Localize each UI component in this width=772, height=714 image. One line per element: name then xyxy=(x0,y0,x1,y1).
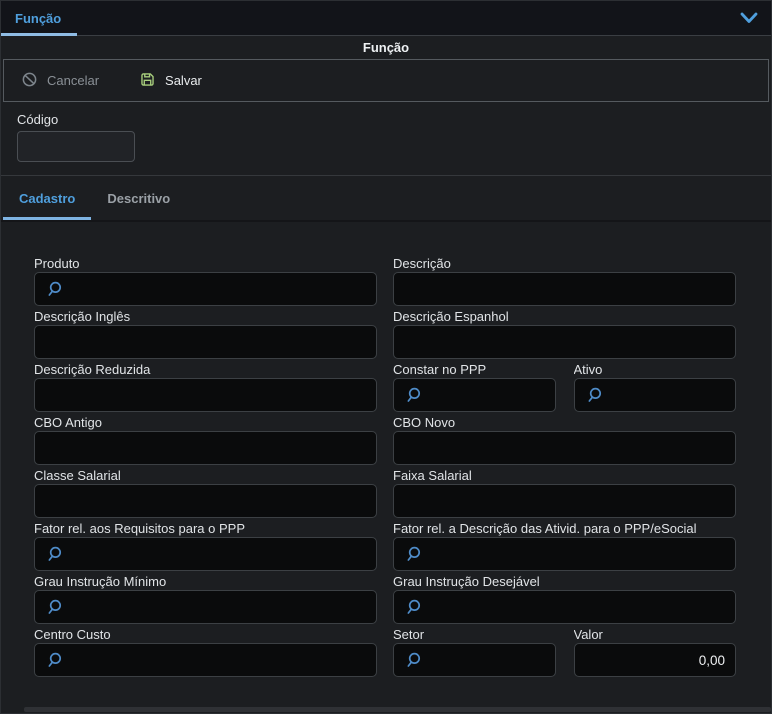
classe-salarial-input[interactable] xyxy=(34,484,377,518)
field-label: Faixa Salarial xyxy=(393,468,472,483)
field-descricao-reduzida: Descrição Reduzida xyxy=(34,361,377,412)
produto-input[interactable] xyxy=(34,272,377,306)
field-label: Valor xyxy=(573,627,603,642)
cbo-antigo-input[interactable] xyxy=(34,431,377,465)
fator-rel-a-descricao-das-ativid-para-o-ppp-esocial-input[interactable] xyxy=(393,537,736,571)
codigo-section: Código xyxy=(1,102,771,176)
field-cbo-novo: CBO Novo xyxy=(393,414,736,465)
field-label: Centro Custo xyxy=(34,627,111,642)
fator-rel-aos-requisitos-para-o-ppp-input[interactable] xyxy=(34,537,377,571)
cancel-button[interactable]: Cancelar xyxy=(21,71,99,91)
field-label: Produto xyxy=(34,256,80,271)
cancel-button-label: Cancelar xyxy=(47,73,100,88)
save-button[interactable]: Salvar xyxy=(139,71,202,91)
field-label: CBO Novo xyxy=(393,415,456,430)
descricao-input[interactable] xyxy=(393,272,736,306)
grau-instrucao-minimo-input[interactable] xyxy=(34,590,377,624)
field-group: Constar no PPP Ativo xyxy=(393,361,736,412)
search-icon[interactable] xyxy=(45,598,64,617)
field-label: Descrição xyxy=(393,256,451,271)
centro-custo-input[interactable] xyxy=(34,643,377,677)
search-icon[interactable] xyxy=(585,386,604,405)
form-row: Descrição Reduzida Constar no PPP Ativo xyxy=(34,361,736,412)
form-row: Fator rel. aos Requisitos para o PPP Fat… xyxy=(34,520,736,571)
chevron-down-icon[interactable] xyxy=(739,10,759,26)
form-row: Produto Descrição xyxy=(34,255,736,306)
field-label: Descrição Espanhol xyxy=(393,309,509,324)
search-icon[interactable] xyxy=(404,651,423,670)
form-row: Descrição Inglês Descrição Espanhol xyxy=(34,308,736,359)
tab-cadastro-label: Cadastro xyxy=(19,190,76,206)
valor-value: 0,00 xyxy=(698,652,725,668)
tab-cadastro[interactable]: Cadastro xyxy=(3,176,92,220)
field-descricao: Descrição xyxy=(393,255,736,306)
form-row: CBO Antigo CBO Novo xyxy=(34,414,736,465)
field-descricao-espanhol: Descrição Espanhol xyxy=(393,308,736,359)
field-label: CBO Antigo xyxy=(34,415,102,430)
page-title: Função xyxy=(362,40,410,55)
search-icon[interactable] xyxy=(45,651,64,670)
window-tab-label: Função xyxy=(15,10,62,26)
codigo-label: Código xyxy=(17,112,59,127)
field-group: Setor Valor 0,00 xyxy=(393,626,736,677)
save-icon xyxy=(139,71,156,91)
field-label: Descrição Inglês xyxy=(34,309,131,324)
search-icon[interactable] xyxy=(45,545,64,564)
window-tab-funcao[interactable]: Função xyxy=(1,1,79,36)
field-faixa-salarial: Faixa Salarial xyxy=(393,467,736,518)
field-centro-custo: Centro Custo xyxy=(34,626,377,677)
field-setor: Setor xyxy=(393,626,556,677)
save-button-label: Salvar xyxy=(165,73,202,88)
field-fator-rel-a-descricao-das-ativid-para-o-ppp-esocial: Fator rel. a Descrição das Ativid. para … xyxy=(393,520,736,571)
search-icon[interactable] xyxy=(404,386,423,405)
ativo-input[interactable] xyxy=(573,378,736,412)
cancel-icon xyxy=(21,71,38,91)
form-tabs: Cadastro Descritivo xyxy=(1,176,771,222)
form-grid: Produto Descrição Descrição Inglês Descriç… xyxy=(1,222,771,677)
field-produto: Produto xyxy=(34,255,377,306)
window-tab-active-indicator xyxy=(1,33,77,36)
field-label: Grau Instrução Desejável xyxy=(393,574,540,589)
tab-descritivo[interactable]: Descritivo xyxy=(91,176,186,220)
toolbar: Cancelar Salvar xyxy=(3,59,769,102)
constar-no-ppp-input[interactable] xyxy=(393,378,556,412)
search-icon[interactable] xyxy=(45,280,64,299)
faixa-salarial-input[interactable] xyxy=(393,484,736,518)
field-classe-salarial: Classe Salarial xyxy=(34,467,377,518)
descricao-ingles-input[interactable] xyxy=(34,325,377,359)
field-ativo: Ativo xyxy=(573,361,736,412)
field-label: Classe Salarial xyxy=(34,468,121,483)
form-row: Grau Instrução Mínimo Grau Instrução Des… xyxy=(34,573,736,624)
search-icon[interactable] xyxy=(404,598,423,617)
cbo-novo-input[interactable] xyxy=(393,431,736,465)
field-grau-instrucao-desejavel: Grau Instrução Desejável xyxy=(393,573,736,624)
grau-instrucao-desejavel-input[interactable] xyxy=(393,590,736,624)
field-valor: Valor 0,00 xyxy=(573,626,736,677)
search-icon[interactable] xyxy=(404,545,423,564)
horizontal-scrollbar-thumb[interactable] xyxy=(24,707,771,712)
tab-descritivo-label: Descritivo xyxy=(107,190,171,206)
descricao-espanhol-input[interactable] xyxy=(393,325,736,359)
field-label: Descrição Reduzida xyxy=(34,362,151,377)
descricao-reduzida-input[interactable] xyxy=(34,378,377,412)
field-label: Fator rel. aos Requisitos para o PPP xyxy=(34,521,245,536)
valor-input[interactable]: 0,00 xyxy=(573,643,736,677)
field-grau-instrucao-minimo: Grau Instrução Mínimo xyxy=(34,573,377,624)
setor-input[interactable] xyxy=(393,643,556,677)
top-tab-bar: Função xyxy=(1,1,771,36)
field-cbo-antigo: CBO Antigo xyxy=(34,414,377,465)
field-label: Fator rel. a Descrição das Ativid. para … xyxy=(393,521,697,536)
codigo-input[interactable] xyxy=(17,131,135,162)
field-constar-no-ppp: Constar no PPP xyxy=(393,361,556,412)
field-fator-rel-aos-requisitos-para-o-ppp: Fator rel. aos Requisitos para o PPP xyxy=(34,520,377,571)
field-label: Constar no PPP xyxy=(393,362,487,377)
horizontal-scrollbar xyxy=(1,706,771,713)
field-descricao-ingles: Descrição Inglês xyxy=(34,308,377,359)
field-label: Grau Instrução Mínimo xyxy=(34,574,167,589)
field-label: Setor xyxy=(393,627,425,642)
form-row: Classe Salarial Faixa Salarial xyxy=(34,467,736,518)
field-label: Ativo xyxy=(573,362,603,377)
form-row: Centro Custo Setor Valor 0,00 xyxy=(34,626,736,677)
